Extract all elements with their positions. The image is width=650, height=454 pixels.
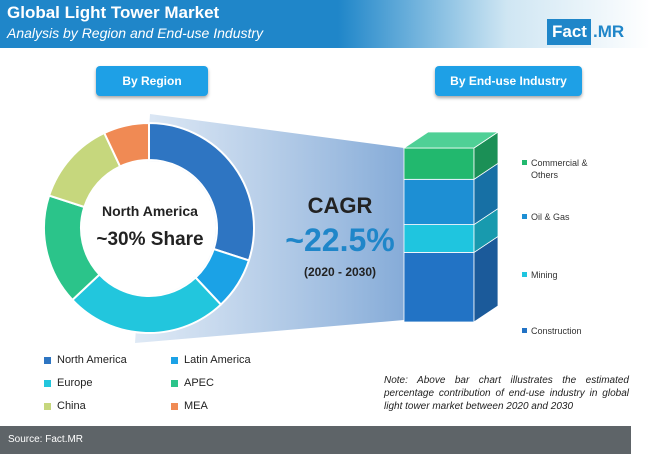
legend-swatch — [44, 356, 51, 364]
bar-legend-oil-gas: Oil & Gas — [522, 211, 603, 223]
donut-slice-mea — [102, 121, 150, 168]
bar-segment-commercial-others — [403, 147, 475, 180]
footer-bar: Source: Fact.MR — [0, 426, 631, 454]
legend-swatch — [171, 402, 178, 410]
by-region-label: By Region — [96, 66, 208, 96]
legend-label: Commercial & Others — [531, 158, 588, 180]
logo-mr-text: .MR — [592, 22, 625, 41]
logo-fact-text: Fact — [547, 19, 591, 45]
legend-china: China — [44, 400, 86, 412]
end-use-stacked-bar — [402, 131, 500, 323]
bar-segment-mining — [403, 224, 475, 253]
donut-hole — [82, 161, 216, 295]
bar-legend-mining: Mining — [522, 269, 603, 281]
legend-label: Construction — [531, 326, 582, 336]
factmr-logo: Fact .MR — [547, 18, 624, 46]
bar-top-face — [402, 131, 500, 149]
legend-europe: Europe — [44, 377, 92, 389]
legend-swatch — [171, 379, 178, 387]
by-end-use-label: By End-use Industry — [435, 66, 582, 96]
region-donut — [43, 121, 255, 334]
page-subtitle: Analysis by Region and End-use Industry — [7, 25, 264, 41]
legend-swatch — [522, 328, 527, 333]
legend-apec: APEC — [171, 377, 214, 389]
page-title: Global Light Tower Market — [7, 3, 220, 22]
source-text: Source: Fact.MR — [8, 434, 84, 445]
legend-label: China — [57, 400, 86, 412]
cagr-period: (2020 - 2030) — [303, 265, 377, 279]
bar-legend-construction: Construction — [522, 325, 603, 337]
donut-center-region: North America — [102, 203, 198, 219]
bar-segment-construction — [403, 251, 475, 323]
legend-swatch — [44, 379, 51, 387]
header-band — [0, 0, 650, 48]
legend-label: Latin America — [184, 354, 251, 366]
legend-label: Oil & Gas — [531, 212, 570, 222]
legend-label: Mining — [531, 270, 558, 280]
legend-swatch — [522, 214, 527, 219]
cagr-value: ~22.5% — [285, 222, 395, 258]
donut-center-share: ~30% Share — [96, 229, 204, 250]
legend-north-america: North America — [44, 354, 127, 366]
legend-latin-america: Latin America — [171, 354, 251, 366]
legend-swatch — [522, 272, 527, 277]
legend-label: Europe — [57, 377, 93, 389]
chart-note: Note: Above bar chart illustrates the es… — [384, 375, 629, 412]
bar-legend-commercial: Commercial & Others — [522, 157, 603, 181]
legend-swatch — [171, 356, 178, 364]
legend-swatch — [44, 402, 51, 410]
legend-label: APEC — [184, 377, 214, 389]
legend-label: MEA — [184, 400, 208, 412]
legend-swatch — [522, 160, 527, 165]
donut-slice-north-america — [148, 121, 255, 262]
bar-segment-oil-gas — [403, 178, 475, 225]
legend-label: North America — [57, 354, 127, 366]
cagr-label: CAGR — [307, 193, 373, 218]
legend-mea: MEA — [171, 400, 208, 412]
